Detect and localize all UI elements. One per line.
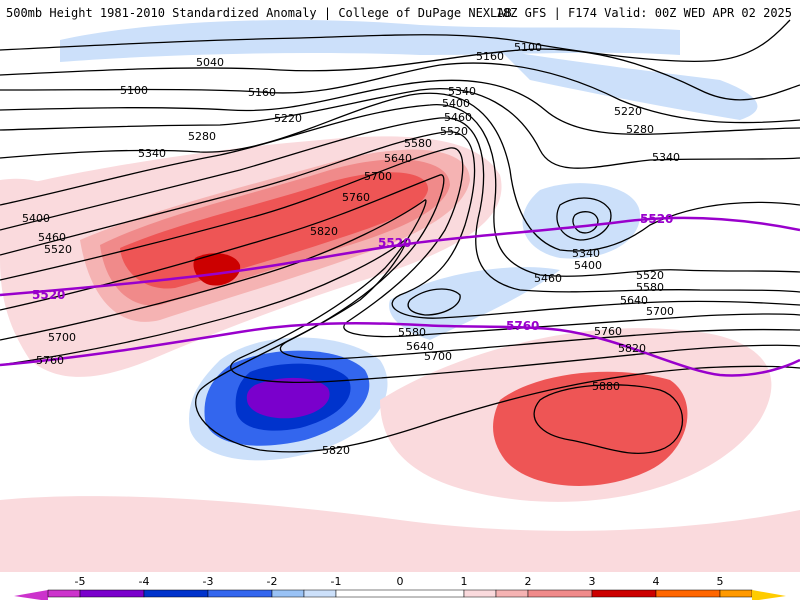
contour-label: 5520	[440, 125, 468, 138]
colorbar-arrow-left	[14, 590, 48, 600]
contour-label: 5700	[48, 331, 76, 344]
contour-label: 5640	[620, 294, 648, 307]
contour-label: 5400	[442, 97, 470, 110]
contour-label: 5280	[188, 130, 216, 143]
contour-label: 5760	[36, 354, 64, 367]
contour-label: 5340	[652, 151, 680, 164]
colorbar-tick: 1	[461, 575, 468, 588]
contour-label: 5700	[364, 170, 392, 183]
climatology-label: 5520	[640, 212, 673, 226]
contour-label: 5100	[120, 84, 148, 97]
contour-label: 5220	[274, 112, 302, 125]
contour-labels: 5100 5040 5100 5160 5160 5220 5220 5280 …	[22, 41, 680, 457]
contour-label: 5880	[592, 380, 620, 393]
colorbar-tick: 0	[397, 575, 404, 588]
contour-label: 5520	[636, 269, 664, 282]
contour-label: 5160	[248, 86, 276, 99]
contour-label: 5700	[646, 305, 674, 318]
colorbar-tick: -4	[139, 575, 150, 588]
climatology-label: 5520	[32, 288, 65, 302]
climatology-labels: 5520 5520 5520 5760	[32, 212, 673, 333]
contour-label: 5340	[448, 85, 476, 98]
contour-label: 5640	[406, 340, 434, 353]
contour-label: 5520	[44, 243, 72, 256]
colorbar-tick: 3	[589, 575, 596, 588]
contour-label: 5220	[614, 105, 642, 118]
contour-label: 5040	[196, 56, 224, 69]
colorbar-tick: -3	[203, 575, 214, 588]
colorbar-tick: -1	[331, 575, 342, 588]
height-contours	[0, 19, 800, 454]
colorbar-tick: 2	[525, 575, 532, 588]
contour-label: 5460	[444, 111, 472, 124]
colorbar-tick: -5	[75, 575, 86, 588]
model-run-info: 18Z GFS | F174 Valid: 00Z WED APR 02 202…	[495, 6, 792, 20]
colorbar-tick: -2	[267, 575, 278, 588]
contour-label: 5700	[424, 350, 452, 363]
map-title: 500mb Height 1981-2010 Standardized Anom…	[6, 6, 512, 20]
contour-label: 5160	[476, 50, 504, 63]
contour-label: 5340	[572, 247, 600, 260]
contour-label: 5580	[404, 137, 432, 150]
climatology-lines	[0, 216, 800, 377]
contour-label: 5820	[322, 444, 350, 457]
contour-label: 5400	[22, 212, 50, 225]
colorbar-arrow-right	[752, 590, 786, 600]
colorbar-tick: 4	[653, 575, 660, 588]
contour-label: 5640	[384, 152, 412, 165]
contour-label: 5340	[138, 147, 166, 160]
contour-label: 5760	[594, 325, 622, 338]
contour-label: 5460	[534, 272, 562, 285]
contour-label: 5760	[342, 191, 370, 204]
contour-label: 5460	[38, 231, 66, 244]
contour-label: 5580	[398, 326, 426, 339]
contour-label: 5280	[626, 123, 654, 136]
contour-label: 5580	[636, 281, 664, 294]
colorbar: -5 -4 -3 -2 -1 0 1 2 3 4 5	[0, 572, 800, 600]
climatology-label: 5760	[506, 319, 539, 333]
contour-label: 5100	[514, 41, 542, 54]
climatology-label: 5520	[378, 236, 411, 250]
colorbar-tick: 5	[717, 575, 724, 588]
contour-label: 5400	[574, 259, 602, 272]
contour-label: 5820	[618, 342, 646, 355]
contour-label: 5820	[310, 225, 338, 238]
